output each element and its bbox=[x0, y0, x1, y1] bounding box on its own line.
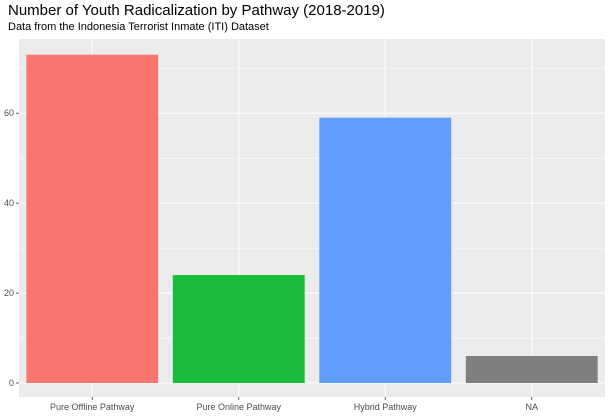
y-tick-label: 20 bbox=[4, 288, 14, 298]
x-axis: Pure Offline Pathway Pure Online Pathway H… bbox=[50, 397, 538, 412]
y-tick-label: 60 bbox=[4, 108, 14, 118]
y-axis: 0 20 40 60 bbox=[4, 108, 19, 388]
bar bbox=[465, 356, 598, 383]
x-tick-label: Pure Online Pathway bbox=[196, 402, 281, 412]
bar bbox=[26, 54, 159, 384]
chart-title: Number of Youth Radicalization by Pathwa… bbox=[8, 2, 385, 19]
x-tick-label: Hybrid Pathway bbox=[354, 402, 418, 412]
bar bbox=[172, 275, 305, 383]
chart-subtitle: Data from the Indonesia Terrorist Inmate… bbox=[8, 21, 269, 33]
bars bbox=[26, 54, 598, 384]
x-tick-label: NA bbox=[525, 402, 538, 412]
y-tick-label: 40 bbox=[4, 198, 14, 208]
y-tick-label: 0 bbox=[9, 378, 14, 388]
x-tick-label: Pure Offline Pathway bbox=[50, 402, 135, 412]
bar bbox=[319, 117, 452, 383]
